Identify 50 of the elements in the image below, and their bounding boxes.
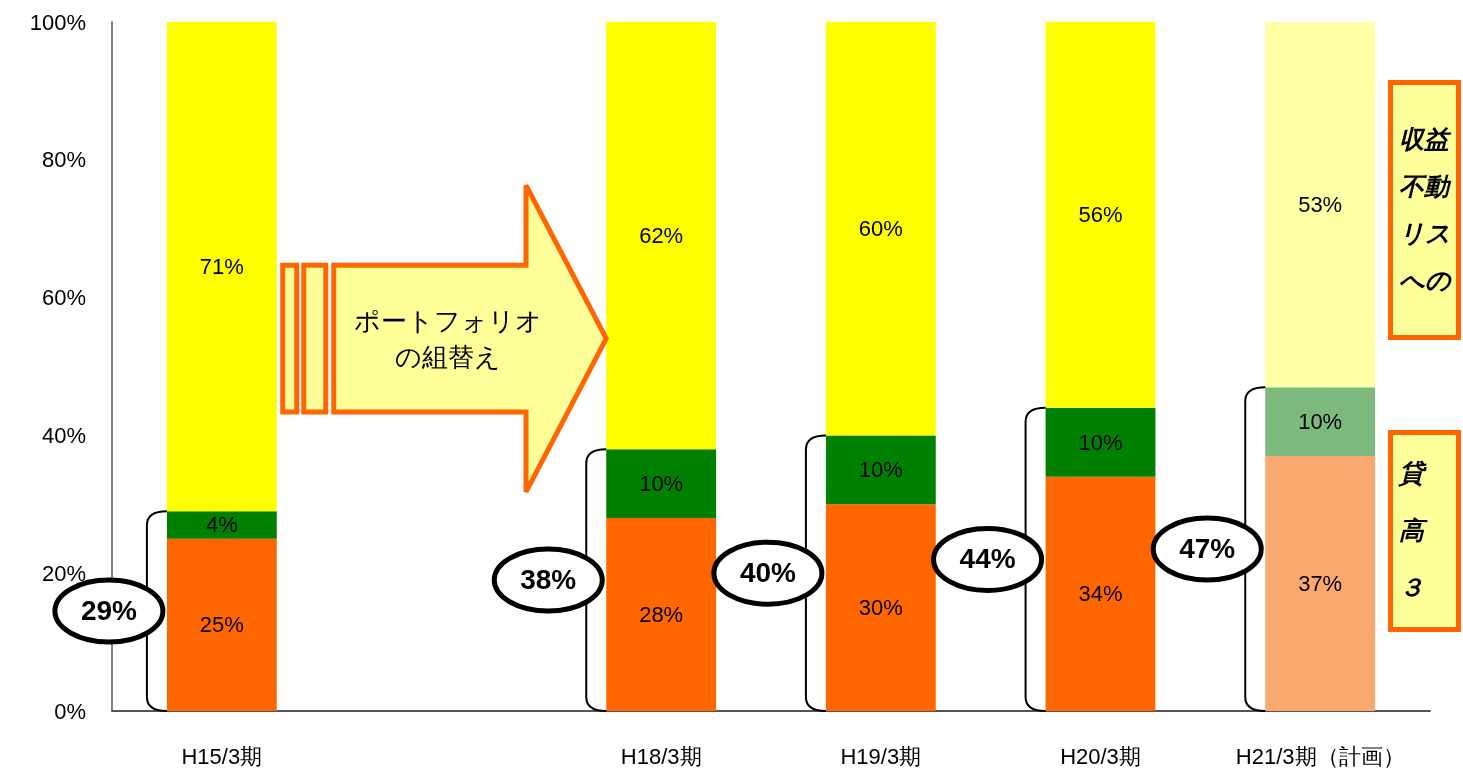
bar bbox=[1265, 387, 1376, 457]
data-label: 4% bbox=[205, 512, 238, 538]
data-label: 25% bbox=[199, 612, 244, 638]
x-tick-label: H20/3期 bbox=[1060, 743, 1141, 769]
data-label: 10% bbox=[858, 457, 903, 483]
annotation: 29% bbox=[80, 595, 137, 627]
annotation: 44% bbox=[959, 543, 1016, 575]
annotation: 38% bbox=[520, 564, 577, 596]
y-tick-label: 100% bbox=[29, 9, 86, 35]
bar bbox=[166, 538, 277, 711]
y-tick-label: 80% bbox=[41, 147, 86, 173]
bar bbox=[825, 22, 936, 436]
data-label: 37% bbox=[1298, 571, 1343, 597]
bar bbox=[606, 449, 717, 519]
annotation: 40% bbox=[739, 557, 796, 589]
x-tick-label: H19/3期 bbox=[840, 743, 922, 769]
bar bbox=[825, 504, 936, 711]
y-tick-label: 20% bbox=[41, 560, 86, 586]
bar bbox=[1045, 22, 1156, 408]
bar bbox=[166, 22, 277, 512]
callout-box: 収益不動リスへの bbox=[1388, 79, 1461, 341]
data-label: 10% bbox=[1298, 409, 1343, 435]
annotation: 47% bbox=[1179, 533, 1236, 565]
data-label: 53% bbox=[1298, 192, 1343, 218]
x-tick-label: H21/3期（計画） bbox=[1235, 743, 1405, 769]
data-label: 60% bbox=[858, 216, 903, 242]
data-label: 34% bbox=[1078, 581, 1123, 607]
y-tick-label: 40% bbox=[41, 422, 86, 448]
bar bbox=[606, 518, 717, 711]
data-label: 28% bbox=[639, 602, 684, 628]
bar bbox=[825, 435, 936, 505]
bar bbox=[1045, 407, 1156, 477]
bar bbox=[1265, 22, 1376, 388]
annotation: 収益不動リスへの bbox=[1398, 124, 1453, 297]
annotation: 貸高３ bbox=[1397, 458, 1429, 604]
data-label: 10% bbox=[639, 471, 684, 497]
y-tick-label: 60% bbox=[41, 285, 86, 311]
bar bbox=[1045, 476, 1156, 711]
bar bbox=[1265, 456, 1376, 711]
y-tick-label: 0% bbox=[54, 698, 86, 724]
data-label: 30% bbox=[858, 595, 903, 621]
bar bbox=[166, 511, 277, 539]
callout-box: 貸高３ bbox=[1388, 429, 1461, 632]
x-tick-label: H15/3期 bbox=[181, 743, 263, 769]
x-tick-label: H18/3期 bbox=[620, 743, 702, 769]
data-label: 10% bbox=[1078, 429, 1123, 455]
data-label: 62% bbox=[639, 223, 684, 249]
data-label: 71% bbox=[199, 254, 244, 280]
annotation: ポートフォリオの組替え bbox=[353, 304, 543, 374]
data-label: 56% bbox=[1078, 202, 1123, 228]
